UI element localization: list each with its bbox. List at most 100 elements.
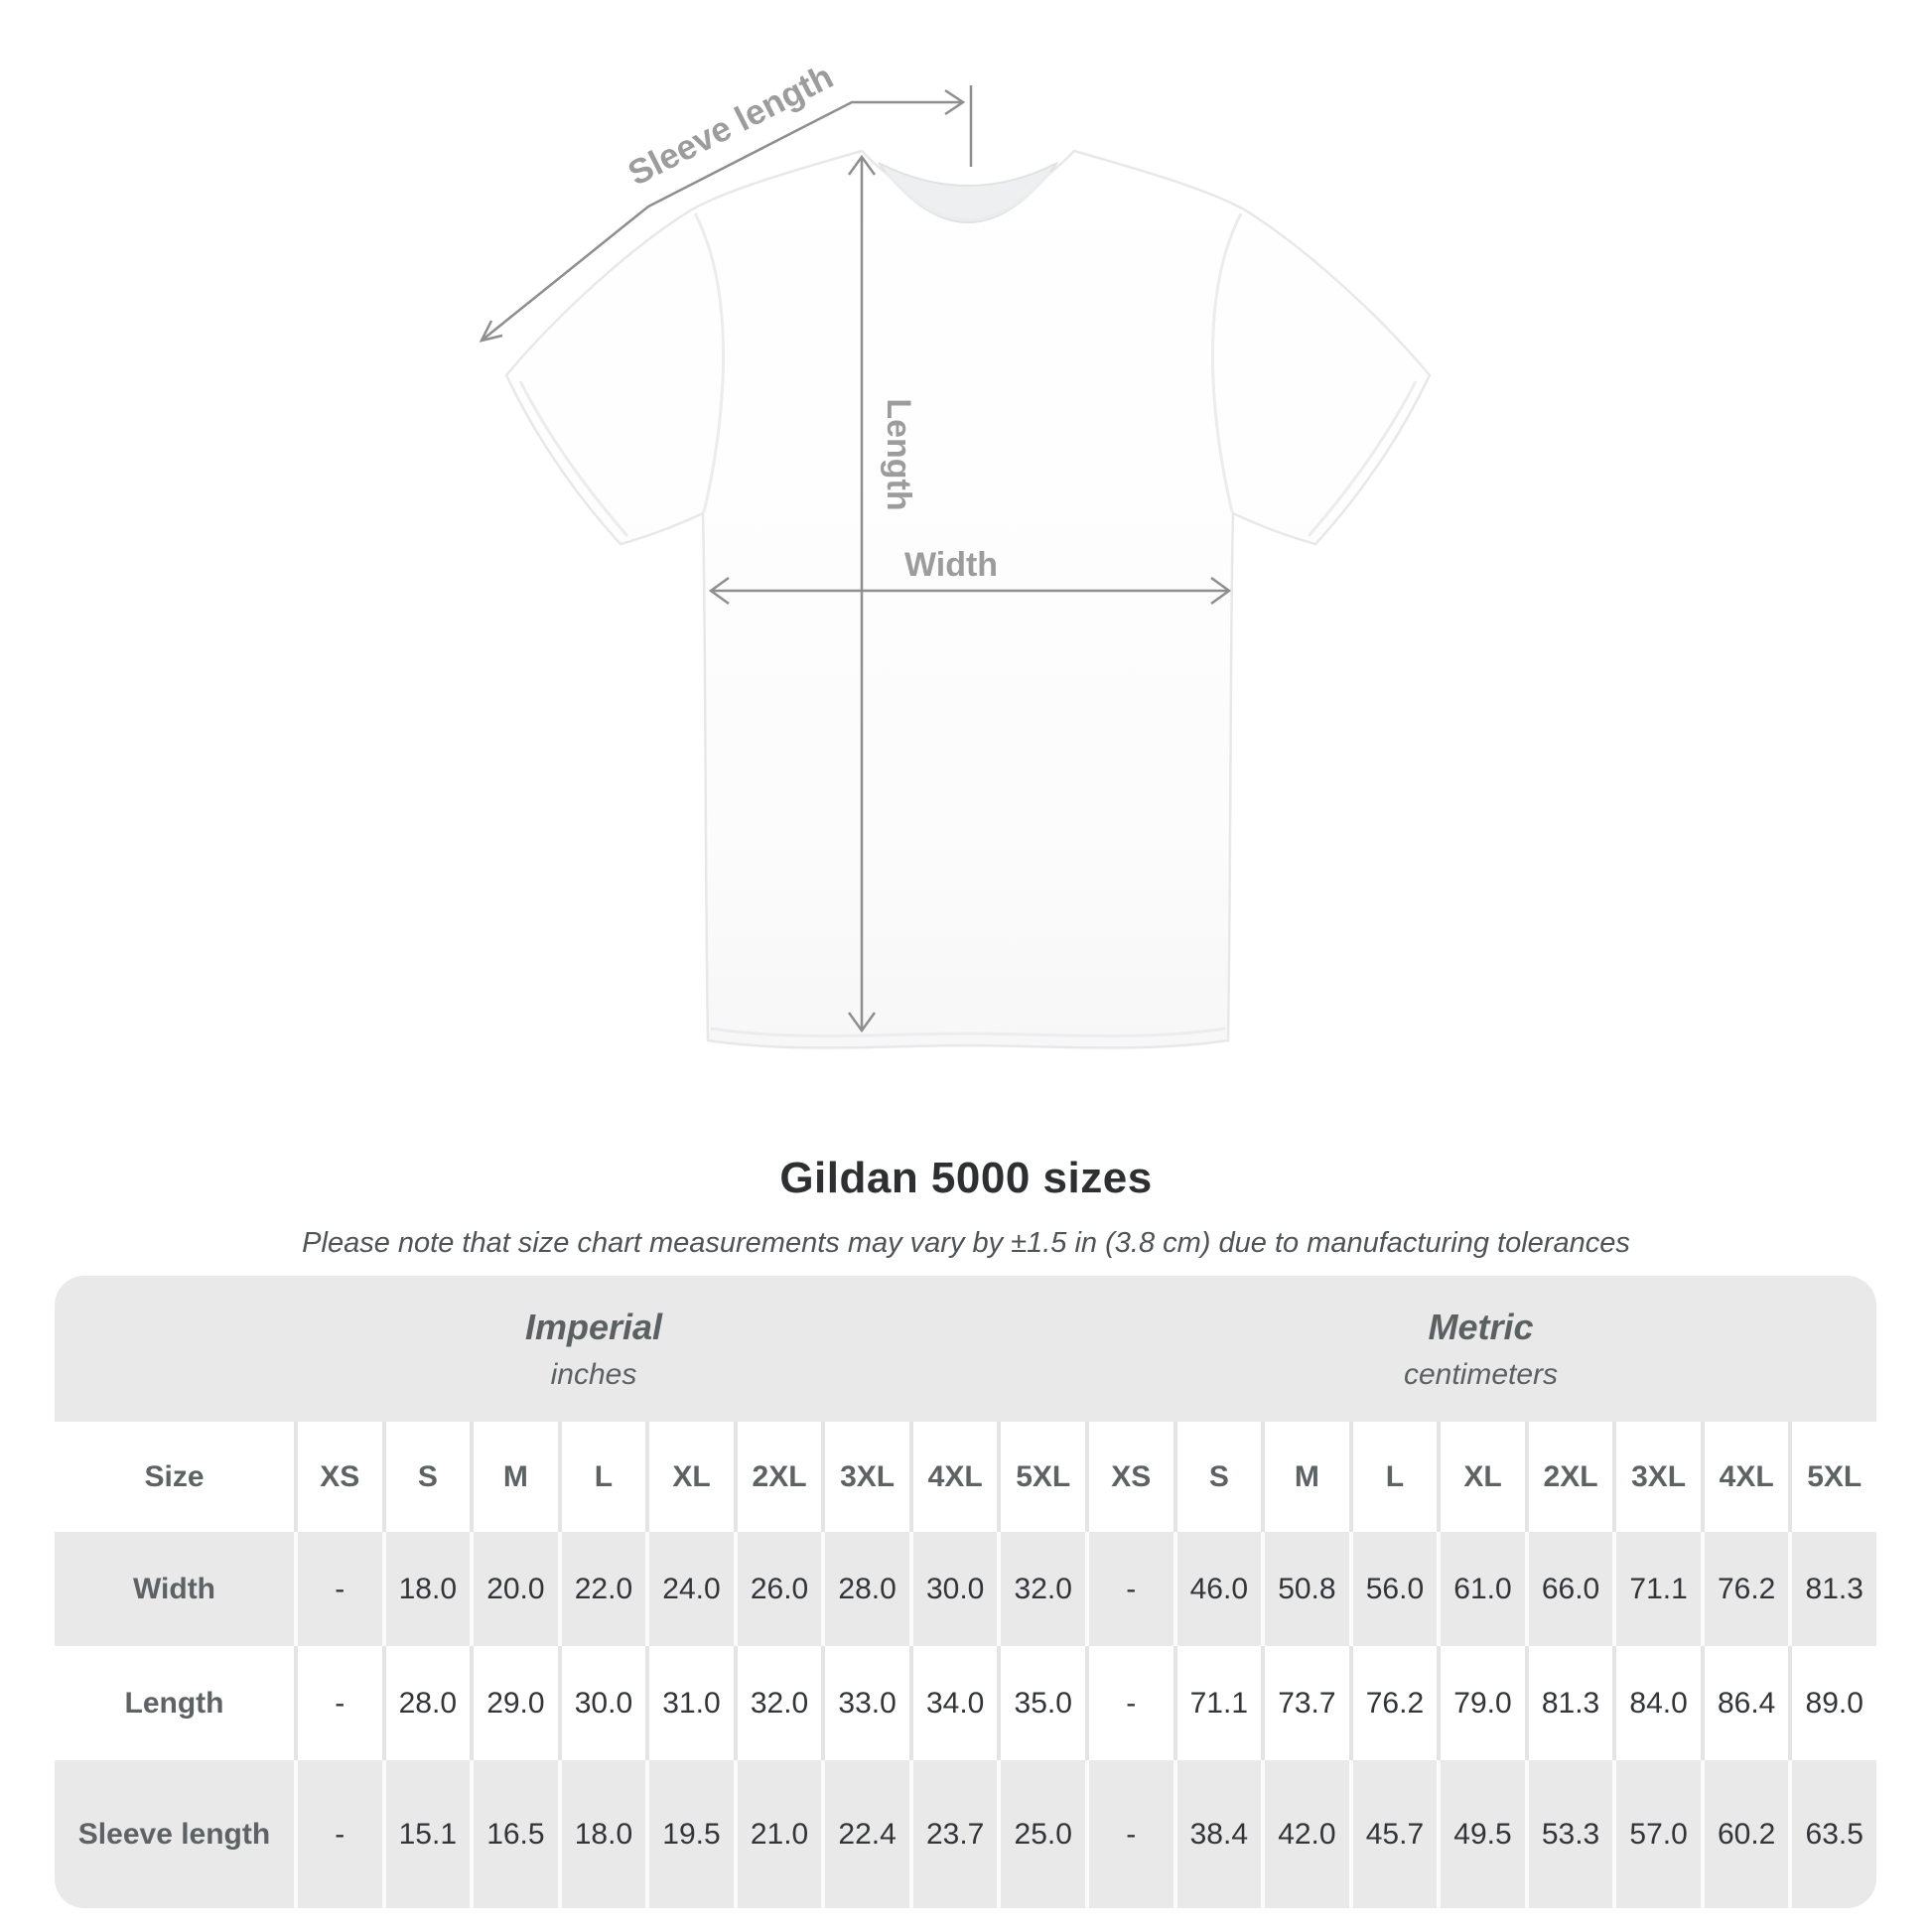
width-imperial-l: 22.0 [557,1532,646,1646]
size-col-header-metric-3xl: 3XL [1612,1422,1701,1532]
length-row: Length - 28.0 29.0 30.0 31.0 32.0 33.0 3… [55,1646,1876,1760]
width-metric-2xl: 66.0 [1524,1532,1613,1646]
tolerance-note: Please note that size chart measurements… [302,1227,1630,1259]
width-metric-5xl: 81.3 [1788,1532,1876,1646]
metric-header: Metric centimeters [1085,1276,1876,1422]
sleeve-imperial-2xl: 21.0 [733,1760,822,1908]
length-imperial-3xl: 33.0 [821,1646,909,1760]
collar-seam [884,171,1052,221]
width-imperial-s: 18.0 [381,1532,471,1646]
size-col-header-imperial-xs: XS [294,1422,382,1532]
width-label: Width [904,546,998,584]
size-col-header-metric-2xl: 2XL [1524,1422,1613,1532]
width-metric-xl: 61.0 [1437,1532,1525,1646]
width-imperial-xl: 24.0 [645,1532,734,1646]
length-label: Length [880,398,917,510]
width-row: Width - 18.0 20.0 22.0 24.0 26.0 28.0 30… [55,1532,1876,1646]
sleeve-metric-2xl: 53.3 [1524,1760,1613,1908]
size-col-header-imperial-s: S [381,1422,471,1532]
length-arrow [847,154,877,1034]
length-imperial-m: 29.0 [470,1646,558,1760]
width-metric-s: 46.0 [1173,1532,1262,1646]
left-armhole-seam [693,212,725,513]
length-imperial-2xl: 32.0 [733,1646,822,1760]
width-metric-3xl: 71.1 [1612,1532,1701,1646]
size-col-header-metric-xs: XS [1085,1422,1173,1532]
metric-unit: centimeters [1403,1357,1559,1391]
sleeve-metric-4xl: 60.2 [1700,1760,1789,1908]
sleeve-imperial-4xl: 23.7 [908,1760,998,1908]
size-col-header-imperial-xl: XL [645,1422,734,1532]
width-arrow [708,576,1232,606]
width-imperial-2xl: 26.0 [733,1532,822,1646]
sleeve-imperial-5xl: 25.0 [997,1760,1085,1908]
size-col-header-imperial-5xl: 5XL [997,1422,1085,1532]
tshirt-measurement-diagram: Sleeve length Length Width [479,57,1432,1049]
sleeve-imperial-s: 15.1 [381,1760,471,1908]
tshirt-body-shape [504,149,1432,1049]
length-metric-s: 71.1 [1173,1646,1262,1760]
tshirt-image [504,149,1432,1049]
length-metric-2xl: 81.3 [1524,1646,1613,1760]
sleeve-metric-5xl: 63.5 [1788,1760,1876,1908]
width-imperial-5xl: 32.0 [997,1532,1085,1646]
sleeve-metric-s: 38.4 [1173,1760,1262,1908]
size-col-header-imperial-4xl: 4XL [908,1422,998,1532]
length-metric-5xl: 89.0 [1788,1646,1876,1760]
size-col-header-metric-l: L [1348,1422,1438,1532]
sleeve-imperial-l: 18.0 [557,1760,646,1908]
size-col-header-imperial-m: M [470,1422,558,1532]
size-chart-heading: Gildan 5000 sizes Please note that size … [0,1154,1932,1260]
size-row-label: Size [144,1459,205,1493]
sleeve-metric-m: 42.0 [1261,1760,1349,1908]
right-cuff-seam [1307,380,1418,537]
width-imperial-m: 20.0 [470,1532,558,1646]
imperial-unit: inches [550,1357,637,1391]
length-metric-l: 76.2 [1348,1646,1438,1760]
length-metric-xs: - [1085,1646,1173,1760]
size-col-header-metric-m: M [1261,1422,1349,1532]
sleeve-imperial-xl: 19.5 [645,1760,734,1908]
sleeve-row-label: Sleeve length [77,1817,271,1851]
sleeve-imperial-3xl: 22.4 [821,1760,909,1908]
sleeve-metric-xl: 49.5 [1437,1760,1525,1908]
length-row-label: Length [124,1686,224,1720]
size-col-header-metric-s: S [1173,1422,1262,1532]
size-col-header-imperial-3xl: 3XL [821,1422,909,1532]
sleeve-metric-xs: - [1085,1760,1173,1908]
size-col-header-metric-4xl: 4XL [1700,1422,1789,1532]
length-imperial-xl: 31.0 [645,1646,734,1760]
size-col-header-metric-xl: XL [1437,1422,1525,1532]
width-metric-m: 50.8 [1261,1532,1349,1646]
size-col-header-imperial-2xl: 2XL [733,1422,822,1532]
width-metric-xs: - [1085,1532,1173,1646]
size-table: Imperial inches Metric centimeters Size … [55,1276,1876,1908]
unit-header-band: Imperial inches Metric centimeters [55,1276,1876,1422]
length-metric-xl: 79.0 [1437,1646,1525,1760]
sleeve-metric-3xl: 57.0 [1612,1760,1701,1908]
imperial-title: Imperial [524,1306,663,1347]
left-cuff-seam [518,380,629,537]
length-metric-3xl: 84.0 [1612,1646,1701,1760]
length-imperial-xs: - [294,1646,382,1760]
imperial-header: Imperial inches [55,1276,1085,1422]
sleeve-imperial-xs: - [294,1760,382,1908]
right-armhole-seam [1211,212,1243,513]
length-metric-m: 73.7 [1261,1646,1349,1760]
sleeve-metric-l: 45.7 [1348,1760,1438,1908]
sleeve-length-arrow [479,85,973,343]
page-title: Gildan 5000 sizes [779,1154,1153,1202]
length-metric-4xl: 86.4 [1700,1646,1789,1760]
length-imperial-5xl: 35.0 [997,1646,1085,1760]
width-metric-4xl: 76.2 [1700,1532,1789,1646]
size-header-row: Size XS S M L XL 2XL 3XL 4XL 5XL XS S M … [55,1422,1876,1532]
size-col-header-metric-5xl: 5XL [1788,1422,1876,1532]
length-imperial-4xl: 34.0 [908,1646,998,1760]
length-imperial-l: 30.0 [557,1646,646,1760]
metric-title: Metric [1428,1306,1534,1347]
width-imperial-xs: - [294,1532,382,1646]
sleeve-imperial-m: 16.5 [470,1760,558,1908]
bottom-hem-seam [710,1027,1226,1037]
length-imperial-s: 28.0 [381,1646,471,1760]
